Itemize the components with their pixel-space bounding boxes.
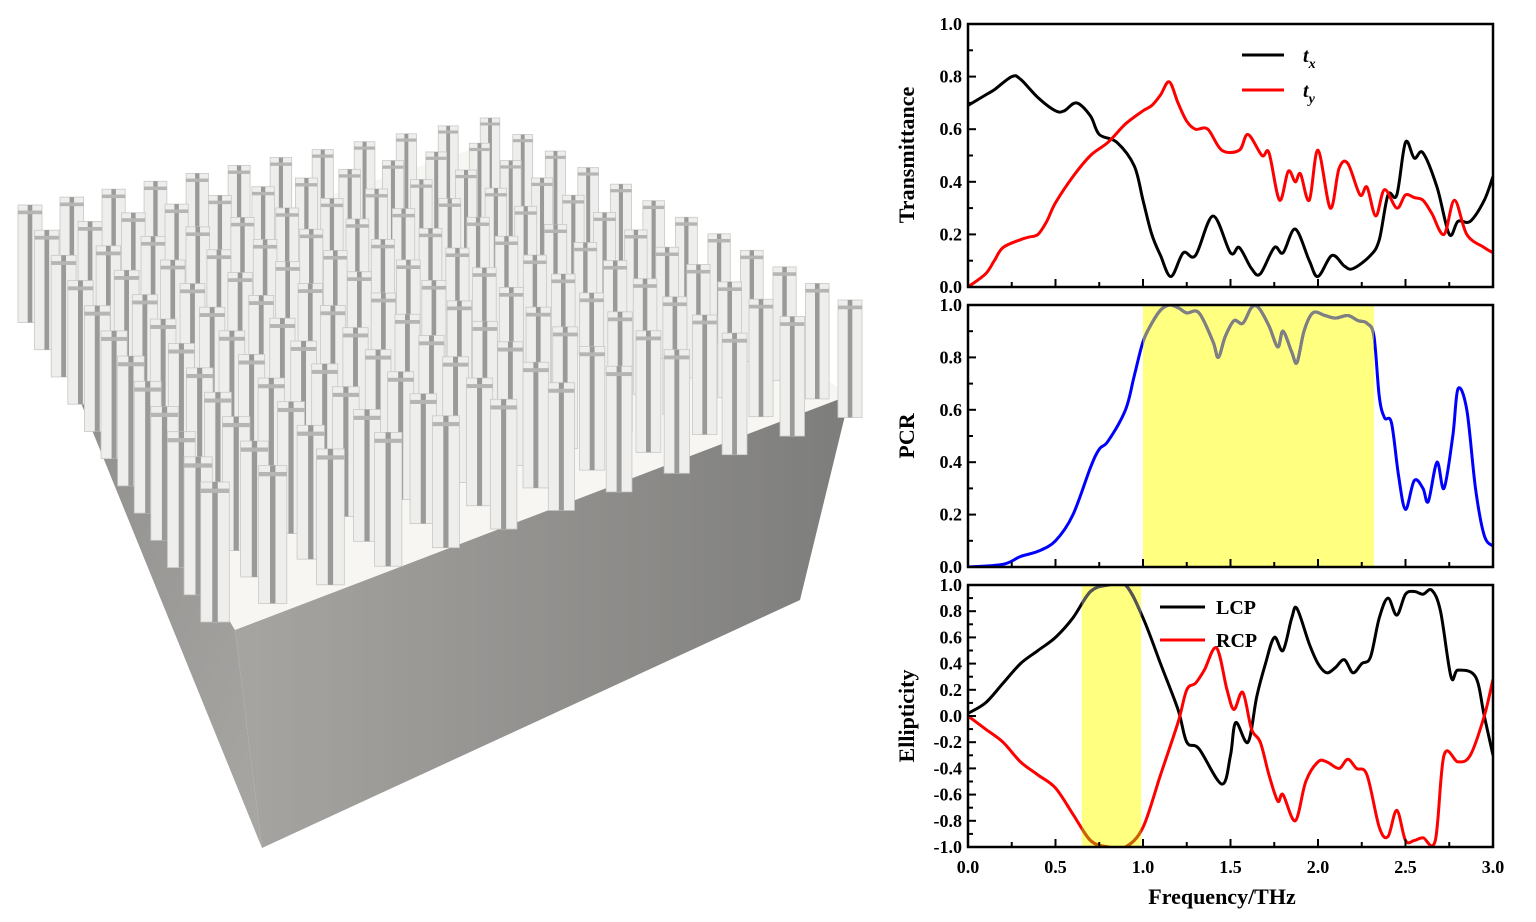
cross-pillar bbox=[663, 349, 690, 474]
series-line-highlighted bbox=[1081, 585, 1142, 618]
series-line-tx bbox=[968, 74, 1493, 278]
legend-transmittance: tx ty bbox=[1242, 45, 1316, 107]
y-tick-label: 1.0 bbox=[940, 575, 963, 595]
highlight-band bbox=[1143, 305, 1374, 567]
chart-panel-1: 0.0 0.2 0.4 0.6 0.8 1.0 bbox=[940, 295, 1495, 577]
x-tick-label: 0.0 bbox=[957, 857, 980, 877]
y-tick-label: 0.0 bbox=[940, 557, 963, 577]
y-tick-label: 0.4 bbox=[940, 654, 963, 674]
series-line-highlighted bbox=[1143, 305, 1374, 365]
cross-pillar bbox=[692, 314, 718, 435]
ylabel-pcr: PCR bbox=[894, 412, 919, 458]
ylabel-ellipticity: Ellipticity bbox=[894, 670, 919, 763]
cross-pillar bbox=[748, 298, 774, 418]
cross-pillar bbox=[258, 465, 288, 604]
y-tick-label: 0.8 bbox=[940, 601, 963, 621]
y-tick-label: -0.2 bbox=[934, 732, 963, 752]
legend-ty: t bbox=[1303, 80, 1310, 102]
cross-pillar bbox=[635, 330, 662, 453]
svg-text:tx: tx bbox=[1303, 45, 1316, 72]
y-tick-label: 0.6 bbox=[940, 400, 963, 420]
x-tick-label: 0.5 bbox=[1044, 857, 1067, 877]
xlabel: Frequency/THz bbox=[1148, 884, 1296, 909]
pillar-array bbox=[17, 117, 863, 623]
cross-pillar bbox=[721, 332, 748, 456]
cross-pillar bbox=[837, 299, 863, 418]
y-tick-label: 0.4 bbox=[940, 452, 963, 472]
x-tick-label: 2.5 bbox=[1394, 857, 1417, 877]
legend-tx: t bbox=[1303, 45, 1310, 67]
y-tick-label: -0.6 bbox=[934, 785, 963, 805]
y-tick-label: -1.0 bbox=[934, 837, 963, 857]
y-tick-label: 0.0 bbox=[940, 277, 963, 297]
y-tick-label: 1.0 bbox=[940, 295, 963, 315]
cross-pillar bbox=[316, 448, 345, 586]
legend-ellipticity bbox=[1160, 605, 1205, 642]
y-tick-label: 0.6 bbox=[940, 119, 963, 139]
cross-pillar bbox=[489, 398, 518, 530]
cross-pillar bbox=[605, 365, 633, 493]
y-tick-label: 0.2 bbox=[940, 680, 963, 700]
series-line-ty bbox=[968, 80, 1493, 287]
cross-pillar bbox=[200, 481, 230, 623]
cross-pillar bbox=[374, 431, 403, 567]
y-tick-label: 1.0 bbox=[940, 14, 963, 34]
cross-pillar bbox=[522, 361, 550, 489]
metasurface-3d-render bbox=[17, 117, 863, 848]
y-tick-label: -0.4 bbox=[934, 758, 963, 778]
cross-pillar bbox=[579, 346, 606, 471]
x-tick-label: 1.0 bbox=[1132, 857, 1155, 877]
y-tick-label: 0.8 bbox=[940, 67, 963, 87]
plot-frame bbox=[966, 583, 1495, 849]
cross-pillar bbox=[779, 316, 805, 437]
legend-rcp: RCP bbox=[1216, 630, 1257, 652]
substrate-front-face bbox=[235, 395, 850, 848]
series-line-highlighted bbox=[1081, 825, 1142, 847]
chart-panel-2: -1.0 -0.8 -0.6 -0.4 -0.2 0.0 0.2 0.4 0.6 0.8 1.0 bbox=[934, 575, 1495, 857]
y-tick-label: 0.8 bbox=[940, 347, 963, 367]
y-tick-label: 0.4 bbox=[940, 172, 963, 192]
highlight-band bbox=[1081, 585, 1142, 847]
y-tick-label: 0.2 bbox=[940, 224, 963, 244]
y-tick-label: 0.2 bbox=[940, 505, 963, 525]
ylabel-transmittance: Transmittance bbox=[894, 87, 919, 224]
x-tick-label: 1.5 bbox=[1219, 857, 1242, 877]
cross-pillar bbox=[805, 283, 830, 400]
y-tick-label: -0.8 bbox=[934, 811, 963, 831]
svg-text:ty: ty bbox=[1303, 80, 1316, 107]
x-tick-label: 2.0 bbox=[1307, 857, 1330, 877]
cross-pillar bbox=[432, 415, 460, 549]
y-tick-label: 0.0 bbox=[940, 706, 963, 726]
x-tick-label: 3.0 bbox=[1482, 857, 1505, 877]
cross-pillar bbox=[466, 377, 494, 507]
chart-panel-0: 0.0 0.2 0.4 0.6 0.8 1.0 bbox=[940, 14, 1495, 297]
legend-lcp: LCP bbox=[1216, 597, 1256, 619]
cross-pillar bbox=[547, 382, 575, 511]
y-tick-label: 0.6 bbox=[940, 627, 963, 647]
